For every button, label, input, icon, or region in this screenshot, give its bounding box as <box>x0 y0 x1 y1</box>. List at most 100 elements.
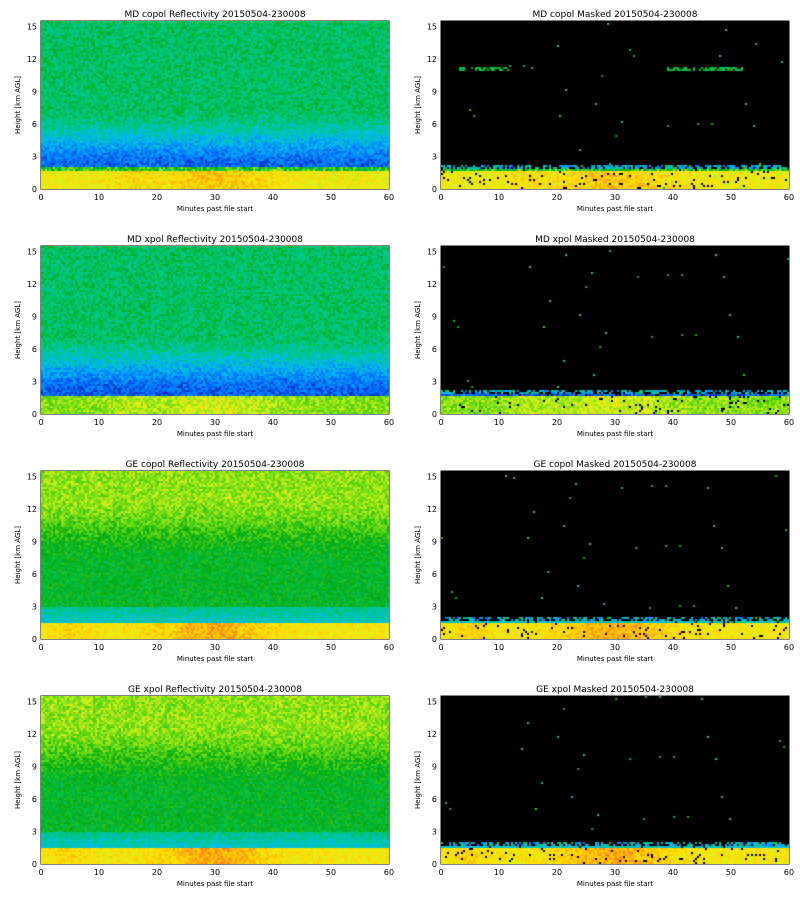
x-tick-label: 40 <box>668 418 678 427</box>
y-tick-label: 15 <box>27 22 37 31</box>
x-tick-label: 0 <box>38 418 43 427</box>
x-axis-label: Minutes past file start <box>577 205 654 213</box>
y-tick-label: 15 <box>427 472 437 481</box>
x-axis-label: Minutes past file start <box>577 655 654 663</box>
x-tick-label: 10 <box>494 418 504 427</box>
x-axis-label: Minutes past file start <box>577 880 654 888</box>
x-tick-label: 10 <box>94 193 104 202</box>
y-tick-label: 0 <box>32 860 37 869</box>
x-tick-label: 20 <box>152 193 162 202</box>
x-tick-label: 50 <box>326 868 336 877</box>
y-axis-label: Height [km AGL] <box>414 76 422 134</box>
x-tick-label: 30 <box>610 868 620 877</box>
y-tick-label: 0 <box>32 185 37 194</box>
y-tick-label: 3 <box>32 377 37 386</box>
x-tick-label: 10 <box>94 643 104 652</box>
x-tick-label: 40 <box>668 193 678 202</box>
x-tick-label: 30 <box>610 418 620 427</box>
y-tick-label: 15 <box>27 697 37 706</box>
y-tick-label: 3 <box>32 152 37 161</box>
x-axis-label: Minutes past file start <box>577 430 654 438</box>
y-axis-label: Height [km AGL] <box>14 301 22 359</box>
y-tick-label: 15 <box>427 697 437 706</box>
x-tick-label: 20 <box>552 643 562 652</box>
y-tick-label: 12 <box>27 505 37 514</box>
y-tick-label: 12 <box>27 730 37 739</box>
x-tick-label: 50 <box>726 418 736 427</box>
y-tick-label: 15 <box>27 472 37 481</box>
x-tick-label: 50 <box>726 193 736 202</box>
x-tick-label: 20 <box>152 868 162 877</box>
y-tick-label: 12 <box>427 505 437 514</box>
y-tick-label: 0 <box>432 410 437 419</box>
x-tick-label: 50 <box>326 193 336 202</box>
x-tick-label: 50 <box>326 418 336 427</box>
heatmap-image <box>41 696 389 864</box>
panel-title: GE copol Masked 20150504-230008 <box>534 460 697 470</box>
y-axis-label: Height [km AGL] <box>414 751 422 809</box>
x-tick-label: 20 <box>552 418 562 427</box>
x-tick-label: 0 <box>438 193 443 202</box>
y-tick-label: 3 <box>32 602 37 611</box>
x-tick-label: 40 <box>668 643 678 652</box>
heatmap-image <box>441 246 789 414</box>
x-tick-label: 40 <box>268 193 278 202</box>
heatmap-image <box>441 471 789 639</box>
y-axis-label: Height [km AGL] <box>14 751 22 809</box>
y-tick-label: 3 <box>432 152 437 161</box>
y-axis-label: Height [km AGL] <box>414 301 422 359</box>
x-tick-label: 50 <box>726 868 736 877</box>
y-tick-label: 3 <box>432 602 437 611</box>
y-tick-label: 9 <box>32 537 37 546</box>
x-tick-label: 30 <box>210 643 220 652</box>
panel-title: GE xpol Reflectivity 20150504-230008 <box>128 685 302 695</box>
y-tick-label: 9 <box>32 312 37 321</box>
x-tick-label: 10 <box>494 193 504 202</box>
x-tick-label: 10 <box>494 868 504 877</box>
panel-title: MD copol Masked 20150504-230008 <box>533 10 698 20</box>
x-tick-label: 60 <box>784 193 794 202</box>
y-axis-label: Height [km AGL] <box>14 76 22 134</box>
x-axis-label: Minutes past file start <box>177 205 254 213</box>
x-tick-label: 20 <box>552 868 562 877</box>
panel-title: GE xpol Masked 20150504-230008 <box>536 685 694 695</box>
x-tick-label: 30 <box>210 193 220 202</box>
y-tick-label: 9 <box>32 87 37 96</box>
y-tick-label: 9 <box>432 87 437 96</box>
y-tick-label: 15 <box>427 247 437 256</box>
x-tick-label: 60 <box>384 643 394 652</box>
x-tick-label: 0 <box>38 868 43 877</box>
x-tick-label: 20 <box>552 193 562 202</box>
y-tick-label: 3 <box>32 827 37 836</box>
y-axis-label: Height [km AGL] <box>414 526 422 584</box>
x-axis-label: Minutes past file start <box>177 880 254 888</box>
panel-title: GE copol Reflectivity 20150504-230008 <box>125 460 304 470</box>
panel-title: MD copol Reflectivity 20150504-230008 <box>124 10 305 20</box>
x-tick-label: 60 <box>384 193 394 202</box>
x-tick-label: 30 <box>210 418 220 427</box>
x-tick-label: 30 <box>610 643 620 652</box>
y-tick-label: 0 <box>32 635 37 644</box>
x-tick-label: 40 <box>268 868 278 877</box>
x-tick-label: 40 <box>668 868 678 877</box>
y-tick-label: 3 <box>432 377 437 386</box>
y-tick-label: 6 <box>32 345 37 354</box>
y-tick-label: 12 <box>27 55 37 64</box>
x-tick-label: 50 <box>726 643 736 652</box>
x-tick-label: 60 <box>384 868 394 877</box>
x-tick-label: 0 <box>438 868 443 877</box>
y-tick-label: 15 <box>427 22 437 31</box>
y-tick-label: 15 <box>27 247 37 256</box>
heatmap-image <box>441 21 789 189</box>
x-tick-label: 60 <box>384 418 394 427</box>
y-tick-label: 9 <box>432 312 437 321</box>
x-axis-label: Minutes past file start <box>177 655 254 663</box>
x-tick-label: 10 <box>494 643 504 652</box>
x-tick-label: 0 <box>38 193 43 202</box>
y-tick-label: 6 <box>32 570 37 579</box>
panel-title: MD xpol Reflectivity 20150504-230008 <box>127 235 303 245</box>
y-tick-label: 12 <box>427 730 437 739</box>
x-tick-label: 30 <box>210 868 220 877</box>
y-tick-label: 12 <box>427 55 437 64</box>
